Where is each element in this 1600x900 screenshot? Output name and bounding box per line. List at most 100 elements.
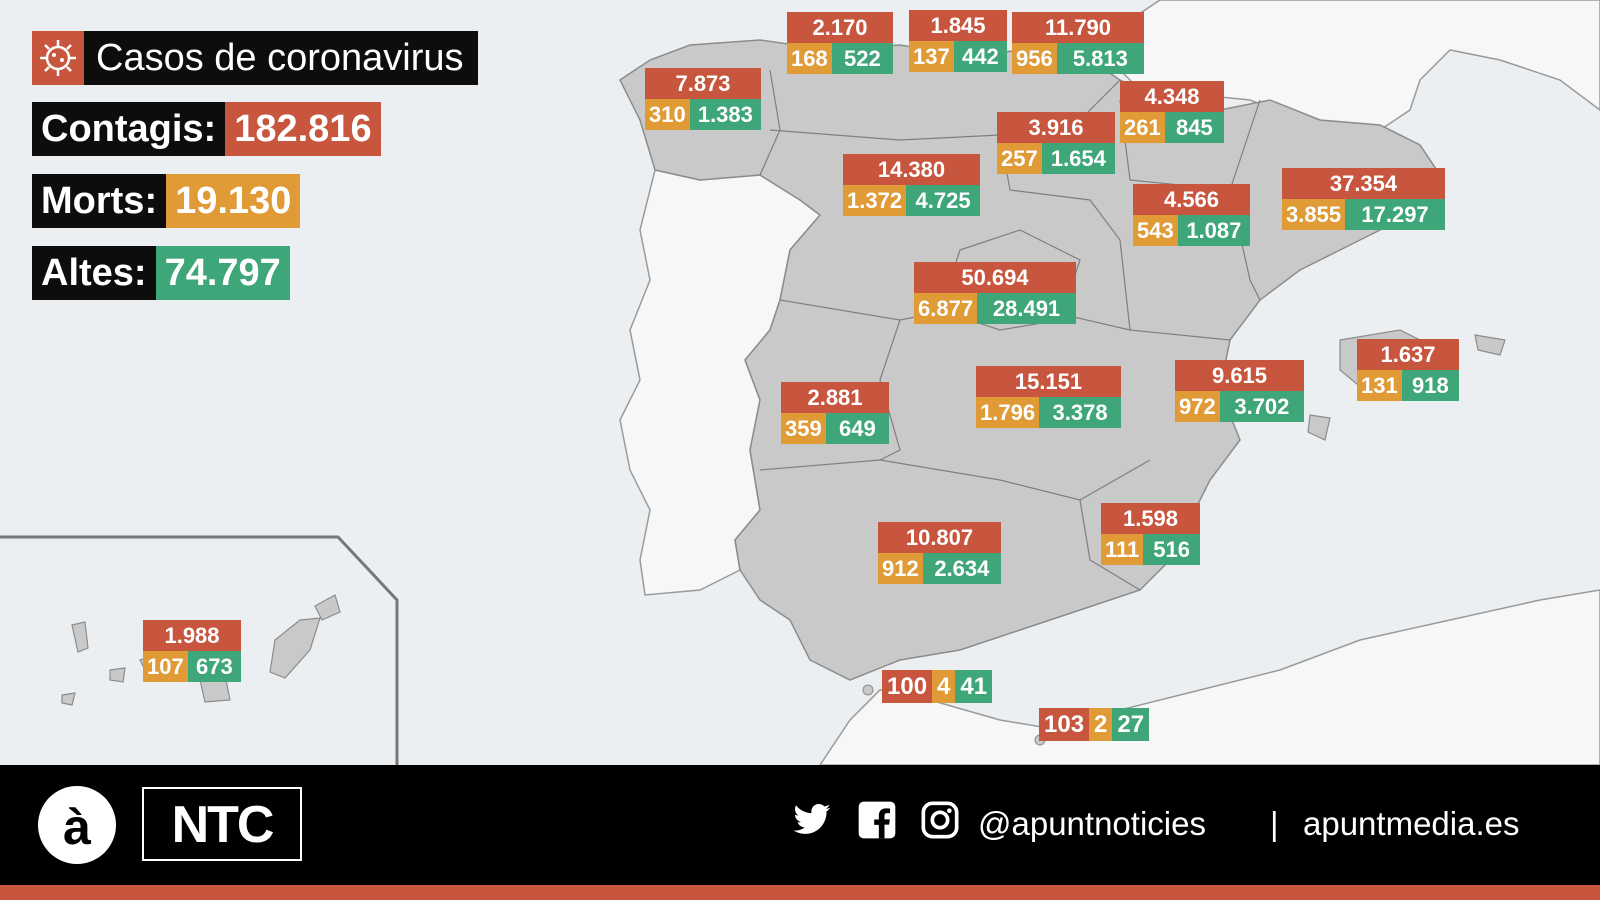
region-cases: 103 — [1039, 708, 1090, 741]
region-deaths: 261 — [1120, 112, 1165, 143]
region-recovered: 516 — [1143, 534, 1200, 565]
region-tag-canarias: 1.988 107 673 — [143, 620, 241, 682]
region-deaths: 107 — [143, 651, 188, 682]
facebook-icon[interactable] — [857, 800, 897, 845]
region-recovered: 442 — [953, 41, 1007, 72]
region-cases: 3.916 — [997, 112, 1115, 143]
region-cases: 1.598 — [1101, 503, 1200, 534]
region-tag-navarra: 4.348 261 845 — [1120, 81, 1224, 143]
region-deaths: 310 — [645, 99, 690, 130]
ceuta-marker — [862, 684, 874, 696]
region-deaths: 972 — [1175, 391, 1220, 422]
region-recovered: 845 — [1164, 112, 1224, 143]
total-deaths-value: 19.130 — [166, 174, 301, 228]
region-deaths: 1.796 — [976, 397, 1040, 428]
region-deaths: 359 — [781, 413, 826, 444]
region-tag-madrid: 50.694 6.877 28.491 — [914, 262, 1076, 324]
region-recovered: 41 — [955, 670, 993, 703]
region-deaths: 6.877 — [914, 293, 978, 324]
region-cases: 1.637 — [1357, 339, 1459, 370]
region-deaths: 912 — [878, 553, 923, 584]
region-cases: 14.380 — [843, 154, 980, 185]
region-cases: 15.151 — [976, 366, 1121, 397]
region-cases: 2.170 — [787, 12, 893, 43]
region-tag-asturias: 2.170 168 522 — [787, 12, 893, 74]
region-recovered: 649 — [825, 413, 889, 444]
region-recovered: 673 — [187, 651, 241, 682]
region-recovered: 2.634 — [922, 553, 1001, 584]
total-recovered-label: Altes: — [32, 246, 156, 300]
region-deaths: 3.855 — [1282, 199, 1346, 230]
region-recovered: 1.087 — [1177, 215, 1250, 246]
region-deaths: 131 — [1357, 370, 1402, 401]
region-cases: 10.807 — [878, 522, 1001, 553]
region-recovered: 3.702 — [1219, 391, 1304, 422]
region-recovered: 918 — [1401, 370, 1459, 401]
total-recovered: Altes: 74.797 — [32, 246, 290, 300]
region-tag-andalucia: 10.807 912 2.634 — [878, 522, 1001, 584]
total-cases-label: Contagis: — [32, 102, 226, 156]
region-deaths: 4 — [932, 670, 956, 703]
region-tag-pais-vasco: 11.790 956 5.813 — [1012, 12, 1144, 74]
region-deaths: 2 — [1089, 708, 1113, 741]
total-cases-value: 182.816 — [225, 102, 381, 156]
footer-separator: | — [1270, 805, 1279, 842]
region-tag-cataluna: 37.354 3.855 17.297 — [1282, 168, 1445, 230]
region-recovered: 17.297 — [1345, 199, 1445, 230]
apunt-logo[interactable]: à — [38, 786, 116, 864]
region-recovered: 4.725 — [906, 185, 980, 216]
instagram-icon[interactable] — [920, 800, 960, 845]
menorca-island — [1474, 334, 1506, 356]
region-deaths: 168 — [787, 43, 832, 74]
virus-icon — [32, 31, 84, 85]
total-deaths-label: Morts: — [32, 174, 167, 228]
region-tag-cantabria: 1.845 137 442 — [909, 10, 1007, 72]
region-cases: 1.845 — [909, 10, 1007, 41]
region-recovered: 5.813 — [1056, 43, 1144, 74]
footer-accent-bar — [0, 885, 1600, 900]
region-cases: 50.694 — [914, 262, 1076, 293]
region-tag-illes-balears: 1.637 131 918 — [1357, 339, 1459, 401]
region-cases: 9.615 — [1175, 360, 1304, 391]
website-link[interactable]: apuntmedia.es — [1303, 805, 1520, 842]
ntc-logo[interactable]: NTC — [142, 787, 302, 861]
region-tag-galicia: 7.873 310 1.383 — [645, 68, 761, 130]
region-cases: 37.354 — [1282, 168, 1445, 199]
region-cases: 4.348 — [1120, 81, 1224, 112]
region-tag-comunitat-valenciana: 9.615 972 3.702 — [1175, 360, 1304, 422]
region-tag-aragon: 4.566 543 1.087 — [1133, 184, 1250, 246]
region-recovered: 1.383 — [689, 99, 761, 130]
region-cases: 4.566 — [1133, 184, 1250, 215]
region-cases: 11.790 — [1012, 12, 1144, 43]
region-tag-ceuta: 100 4 41 — [882, 670, 993, 703]
region-deaths: 137 — [909, 41, 954, 72]
total-cases: Contagis: 182.816 — [32, 102, 381, 156]
region-deaths: 543 — [1133, 215, 1178, 246]
region-deaths: 111 — [1101, 534, 1144, 565]
region-deaths: 956 — [1012, 43, 1057, 74]
region-cases: 2.881 — [781, 382, 889, 413]
twitter-icon[interactable] — [790, 800, 834, 845]
region-deaths: 257 — [997, 143, 1042, 174]
region-tag-la-rioja: 3.916 257 1.654 — [997, 112, 1115, 174]
canary-inset-frame — [0, 535, 399, 765]
ibiza-island — [1307, 414, 1331, 441]
region-recovered: 3.378 — [1039, 397, 1121, 428]
region-deaths: 1.372 — [843, 185, 907, 216]
region-recovered: 27 — [1112, 708, 1150, 741]
region-cases: 100 — [882, 670, 933, 703]
region-recovered: 28.491 — [977, 293, 1076, 324]
region-tag-murcia: 1.598 111 516 — [1101, 503, 1200, 565]
title-box: Casos de coronavirus — [32, 31, 478, 85]
region-recovered: 1.654 — [1041, 143, 1115, 174]
region-tag-castilla-la-mancha: 15.151 1.796 3.378 — [976, 366, 1121, 428]
region-recovered: 522 — [831, 43, 893, 74]
region-tag-extremadura: 2.881 359 649 — [781, 382, 889, 444]
region-cases: 1.988 — [143, 620, 241, 651]
region-tag-melilla: 103 2 27 — [1039, 708, 1150, 741]
total-recovered-value: 74.797 — [155, 246, 290, 300]
page-title: Casos de coronavirus — [96, 37, 464, 79]
region-cases: 7.873 — [645, 68, 761, 99]
social-handle[interactable]: @apuntnoticies — [978, 805, 1206, 842]
total-deaths: Morts: 19.130 — [32, 174, 301, 228]
